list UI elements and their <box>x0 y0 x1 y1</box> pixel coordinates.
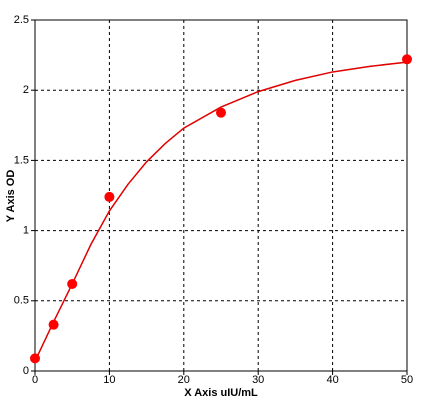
y-tick-label: 1.5 <box>14 154 29 166</box>
y-tick-label: 1 <box>23 225 29 237</box>
x-tick-label: 20 <box>178 374 190 386</box>
x-tick-label: 50 <box>401 374 413 386</box>
y-tick-label: 0 <box>23 365 29 377</box>
y-tick-label: 2 <box>23 84 29 96</box>
y-tick-label: 0.5 <box>14 295 29 307</box>
data-point <box>30 353 40 364</box>
y-tick-label: 2.5 <box>14 14 29 26</box>
x-tick-label: 30 <box>252 374 264 386</box>
fit-curve <box>34 61 408 362</box>
x-tick-label: 40 <box>326 374 338 386</box>
data-point <box>104 191 115 202</box>
data-point <box>402 54 412 65</box>
x-tick-label: 10 <box>103 374 115 386</box>
plot-frame <box>34 19 408 372</box>
x-axis-label: X Axis uIU/mL <box>184 387 258 399</box>
data-point <box>67 278 78 289</box>
data-point <box>48 319 59 330</box>
x-tick-label: 0 <box>32 374 38 386</box>
data-point <box>216 107 226 118</box>
y-axis-label: Y Axis OD <box>5 170 17 223</box>
